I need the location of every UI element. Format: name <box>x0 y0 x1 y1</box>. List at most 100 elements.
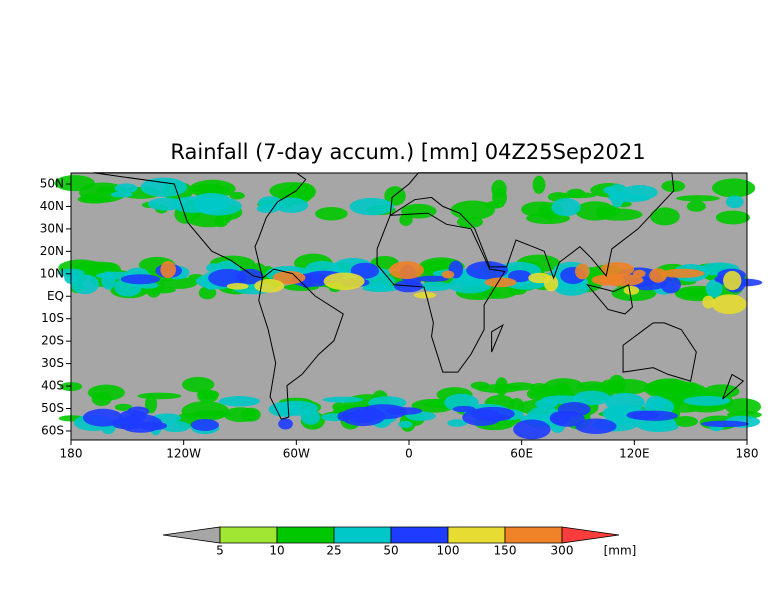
rain-patch <box>114 403 133 411</box>
rain-patch <box>398 420 413 428</box>
colorbar-segment <box>162 526 221 544</box>
rain-patch <box>127 406 150 417</box>
colorbar-label: 50 <box>383 544 398 558</box>
colorbar-label: 10 <box>269 544 284 558</box>
rain-patch <box>553 278 590 296</box>
rain-patch <box>608 374 626 394</box>
lat-label: 20N <box>40 244 64 258</box>
rain-patch <box>254 279 285 293</box>
rain-patch <box>513 419 551 440</box>
rain-patch <box>373 282 388 292</box>
coastlines <box>93 172 745 420</box>
coastline <box>258 268 344 420</box>
rain-patch <box>452 405 476 413</box>
coastline <box>722 373 745 400</box>
rain-patch <box>725 195 744 209</box>
rain-patch <box>144 394 158 414</box>
colorbar-segment <box>390 526 449 544</box>
lat-label: 50N <box>40 177 64 191</box>
rain-patch <box>649 268 667 283</box>
map-title: Rainfall (7-day accum.) [mm] 04Z25Sep202… <box>170 140 645 164</box>
lon-label: 0 <box>405 447 413 461</box>
rain-patch <box>189 183 230 196</box>
coastline <box>491 323 504 353</box>
rain-patch <box>623 285 640 295</box>
rain-patch <box>337 411 352 422</box>
rain-patch <box>447 419 467 427</box>
colorbar-unit: [mm] <box>604 544 637 558</box>
lon-label: 120W <box>166 447 201 461</box>
colorbar-segment <box>333 526 392 544</box>
rain-patch <box>218 396 261 407</box>
rain-patch <box>359 404 408 420</box>
rain-patch <box>595 208 643 221</box>
rain-patch <box>197 390 219 403</box>
rain-patch <box>182 376 215 393</box>
rain-patch <box>236 268 264 285</box>
rain-patch <box>575 263 590 280</box>
rain-patch <box>274 400 319 416</box>
rain-patch <box>226 282 249 290</box>
rain-patch <box>111 417 146 430</box>
rain-patch <box>530 382 549 392</box>
lat-label: 30N <box>40 221 64 235</box>
rain-patch <box>137 392 182 400</box>
rain-patch <box>140 177 188 198</box>
rain-patch <box>160 261 176 279</box>
rain-patch <box>711 178 756 198</box>
rain-patch <box>705 279 723 298</box>
rain-patch <box>315 206 348 221</box>
rain-patch <box>508 270 532 283</box>
rain-patch <box>204 196 230 211</box>
rain-patch <box>557 402 591 417</box>
coastline <box>93 172 307 279</box>
rain-patch <box>456 216 484 228</box>
colorbar-segment <box>504 526 563 544</box>
rain-patch <box>573 390 611 406</box>
rain-patch <box>702 295 715 309</box>
coastline <box>586 283 633 315</box>
rain-patch <box>91 391 112 407</box>
rain-patch <box>190 410 232 418</box>
rain-patch <box>322 396 364 403</box>
rain-patch <box>120 274 161 285</box>
rain-patch <box>388 261 424 280</box>
rain-patch <box>101 271 116 290</box>
colorbar-label: 150 <box>494 544 517 558</box>
rain-patch <box>607 184 628 200</box>
rain-patch <box>528 272 552 284</box>
colorbar-label: 5 <box>216 544 224 558</box>
colorbar-segment <box>561 526 620 544</box>
colorbar-label: 25 <box>326 544 341 558</box>
coastline <box>376 212 506 373</box>
rain-patch <box>466 261 509 280</box>
rain-patch <box>323 272 365 291</box>
rain-patch <box>229 191 245 200</box>
rain-patch <box>672 416 699 427</box>
rain-patch <box>256 204 280 214</box>
rain-patch <box>551 198 581 217</box>
colorbar-label: 300 <box>551 544 574 558</box>
colorbar-segment <box>219 526 278 544</box>
rain-patch <box>399 213 413 226</box>
lat-label: EQ <box>47 289 64 303</box>
lat-label: 40N <box>40 199 64 213</box>
rain-patch <box>532 175 546 194</box>
rain-patch <box>223 407 258 423</box>
rain-patch <box>147 197 184 211</box>
rain-patch <box>411 398 455 413</box>
rain-patch <box>470 381 490 390</box>
rain-patch <box>413 291 437 299</box>
rain-patch <box>598 273 644 287</box>
rain-patch <box>441 270 455 279</box>
rain-patch <box>676 195 720 202</box>
lon-label: 180 <box>736 447 759 461</box>
rain-patch <box>630 410 678 421</box>
rain-patch <box>646 395 666 410</box>
rain-patch <box>650 207 680 226</box>
coastline <box>622 322 697 382</box>
rain-patch <box>418 281 452 292</box>
rain-patch <box>95 186 116 195</box>
lat-label: 60S <box>41 423 64 437</box>
